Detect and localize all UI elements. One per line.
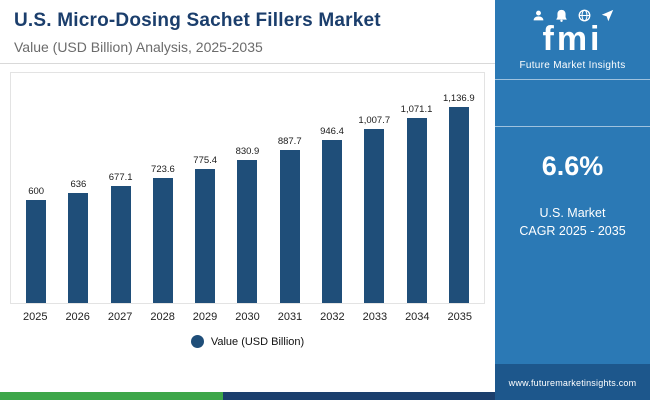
x-axis-labels: 2025 2026 2027 2028 2029 2030 2031 2032 2033 2034… xyxy=(10,304,485,323)
bar-group: 1,136.9 xyxy=(438,93,480,303)
fmi-logo-text: fmi xyxy=(542,20,603,58)
bar xyxy=(68,193,89,303)
chart-legend: Value (USD Billion) xyxy=(10,335,485,348)
x-axis-tick-label: 2033 xyxy=(362,311,388,323)
chart-header: U.S. Micro-Dosing Sachet Fillers Market … xyxy=(0,0,495,64)
bar-group: 1,007.7 xyxy=(353,115,395,303)
website-bar: www.futuremarketinsights.com xyxy=(495,364,650,400)
cagr-label-line2: CAGR 2025 - 2035 xyxy=(519,224,626,239)
chart-panel: U.S. Micro-Dosing Sachet Fillers Market … xyxy=(0,0,495,400)
bar-group: 775.4 xyxy=(184,155,226,303)
stripe-green-segment xyxy=(0,392,223,400)
cagr-block: 6.6% U.S. Market CAGR 2025 - 2035 xyxy=(495,125,650,242)
bar-chart: 600 636 677.1 723.6 775.4 830.9 887.7 946.4 1,00… xyxy=(0,64,495,348)
bar xyxy=(364,129,385,303)
bar-value-label: 636 xyxy=(70,179,87,191)
bar-group: 723.6 xyxy=(142,164,184,303)
cagr-value: 6.6% xyxy=(541,150,604,181)
bottom-stripe xyxy=(0,392,495,400)
bar-value-label: 1,007.7 xyxy=(358,115,391,127)
bar-value-label: 775.4 xyxy=(193,155,218,167)
bar-group: 946.4 xyxy=(311,126,353,303)
bar xyxy=(110,186,131,303)
bar xyxy=(448,107,469,303)
fmi-logo: fmi Future Market Insights xyxy=(495,0,650,80)
bar-value-label: 946.4 xyxy=(320,125,344,137)
bar-value-label: 830.9 xyxy=(235,145,260,157)
x-axis-tick-label: 2028 xyxy=(150,311,175,323)
plane-icon xyxy=(601,9,613,21)
bar-value-label: 677.1 xyxy=(108,172,133,184)
bar-value-label: 723.6 xyxy=(151,164,175,176)
bar-group: 677.1 xyxy=(100,172,142,303)
bar xyxy=(406,118,427,303)
bar-value-label: 600 xyxy=(28,185,45,197)
x-axis-tick-label: 2032 xyxy=(320,311,345,323)
x-axis-tick-label: 2027 xyxy=(107,311,133,323)
logo-pictograms xyxy=(532,8,614,22)
bar-group: 636 xyxy=(57,179,99,303)
bar-value-label: 1,136.9 xyxy=(442,93,475,104)
globe-icon xyxy=(578,9,590,21)
x-axis-tick-label: 2034 xyxy=(405,311,430,323)
brand-name: Future Market Insights xyxy=(519,59,626,71)
bar-group: 1,071.1 xyxy=(395,104,437,303)
bar xyxy=(321,139,342,303)
bar-group: 600 xyxy=(15,186,57,303)
website-link[interactable]: www.futuremarketinsights.com xyxy=(508,378,637,388)
bar-group: 887.7 xyxy=(269,136,311,303)
bar-value-label: 1,071.1 xyxy=(400,104,433,116)
x-axis-tick-label: 2026 xyxy=(65,311,90,323)
bell-icon xyxy=(555,9,567,22)
x-axis-tick-label: 2031 xyxy=(277,311,303,323)
page-subtitle: Value (USD Billion) Analysis, 2025-2035 xyxy=(14,39,263,55)
plot-area: 600 636 677.1 723.6 775.4 830.9 887.7 946.4 1,00… xyxy=(10,72,485,304)
bar-value-label: 887.7 xyxy=(277,136,302,147)
bar xyxy=(237,159,258,303)
sidebar-divider xyxy=(495,125,650,127)
cagr-label: U.S. Market CAGR 2025 - 2035 xyxy=(495,204,650,242)
x-axis-tick-label: 2025 xyxy=(22,311,48,323)
stripe-navy-segment xyxy=(222,392,495,400)
x-axis-tick-label: 2030 xyxy=(235,311,260,323)
people-icon xyxy=(533,10,543,20)
legend-marker-icon xyxy=(190,335,204,348)
brand-sidebar: fmi Future Market Insights 6.6% U.S. Mar… xyxy=(495,0,650,400)
bar-group: 830.9 xyxy=(226,146,268,303)
legend-label: Value (USD Billion) xyxy=(210,335,305,348)
page-title: U.S. Micro-Dosing Sachet Fillers Market xyxy=(14,10,381,31)
cagr-label-line1: U.S. Market xyxy=(539,205,606,220)
x-axis-tick-label: 2035 xyxy=(447,311,472,323)
x-axis-tick-label: 2029 xyxy=(192,311,218,323)
sidebar-divider xyxy=(495,78,650,80)
bar xyxy=(279,150,300,303)
bar xyxy=(26,199,47,303)
bar xyxy=(195,169,216,303)
bar xyxy=(152,178,173,303)
